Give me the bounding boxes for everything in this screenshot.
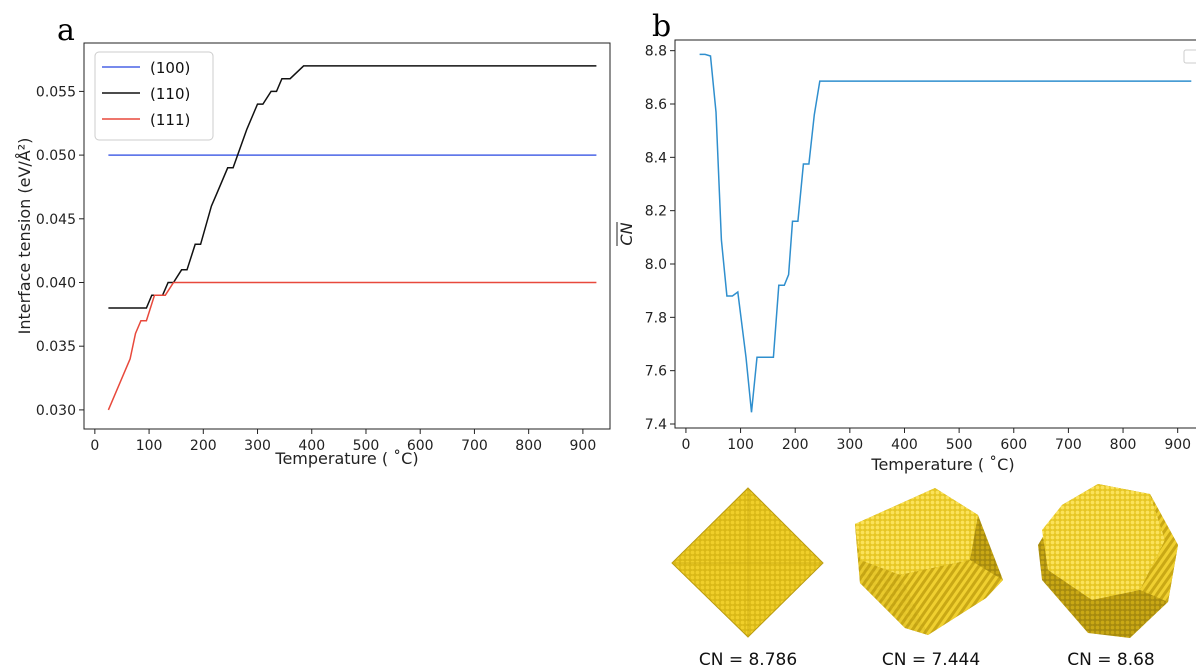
y-tick-label: 0.045	[36, 212, 76, 228]
series-line-a-2	[107, 281, 597, 411]
series-group-b	[699, 53, 1192, 413]
legend-a: (100) (110) (111)	[94, 51, 214, 141]
x-tick-label: 700	[1055, 437, 1082, 453]
x-ticks-b: 0 100 200 300 400 500 600 700 800 900	[681, 428, 1191, 453]
x-ticks-a: 0 100 200 300 400 500 600 700 800 900	[90, 429, 596, 454]
nanoparticle-disordered	[855, 488, 1003, 635]
x-tick-label: 300	[836, 437, 863, 453]
y-axis-label-b-group: CN	[616, 222, 636, 246]
plot-frame-b	[674, 39, 1196, 429]
x-tick-label: 600	[407, 438, 434, 454]
y-tick-label: 0.040	[36, 275, 76, 291]
nanoparticle-images	[671, 484, 1178, 638]
y-axis-label-a: Interface tension (eV/Å²)	[15, 138, 34, 335]
y-tick-label: 0.035	[36, 339, 76, 355]
nanoparticle-truncated-octahedron	[1038, 484, 1178, 638]
y-tick-label: 0.050	[36, 148, 76, 164]
x-tick-label: 300	[244, 438, 271, 454]
y-tick-label: 8.6	[645, 97, 667, 113]
x-tick-label: 900	[570, 438, 597, 454]
series-group-a	[107, 65, 597, 411]
plot-frame-a	[83, 42, 611, 430]
chart-panel-a: 0 100 200 300 400 500 600 700 800 900 0.0300.0350…	[15, 42, 611, 468]
legend-label-110: (110)	[150, 85, 190, 103]
x-tick-label: 800	[1110, 437, 1137, 453]
y-tick-label: 8.2	[645, 204, 667, 220]
legend-label-100: (100)	[150, 59, 190, 77]
x-tick-label: 400	[891, 437, 918, 453]
y-tick-label: 0.055	[36, 84, 76, 100]
x-axis-label-a: Temperature ( ˚C)	[274, 449, 418, 468]
y-ticks-b: 7.4 7.6 7.8 8.0 8.2 8.4 8.6 8.8	[645, 44, 675, 433]
x-axis-label-b: Temperature ( ˚C)	[870, 455, 1014, 474]
y-tick-label: 8.8	[645, 44, 667, 60]
panel-letter-a: a	[57, 13, 75, 48]
x-tick-label: 100	[727, 437, 754, 453]
x-tick-label: 200	[782, 437, 809, 453]
x-tick-label: 0	[681, 437, 690, 453]
legend-label-111: (111)	[150, 111, 190, 129]
y-tick-label: 0.030	[36, 403, 76, 419]
x-tick-label: 200	[190, 438, 217, 454]
y-ticks-a: 0.030 0.035 0.040 0.045 0.050 0.055	[36, 84, 84, 419]
x-tick-label: 500	[353, 438, 380, 454]
nanoparticle-octahedron	[671, 487, 824, 638]
y-tick-label: 8.0	[645, 257, 667, 273]
y-axis-label-b: CN	[617, 222, 636, 245]
y-tick-label: 8.4	[645, 150, 667, 166]
x-tick-label: 600	[1000, 437, 1027, 453]
x-tick-label: 100	[136, 438, 163, 454]
y-tick-label: 7.6	[645, 364, 667, 380]
caption-octahedron: CN = 8.786	[699, 650, 797, 670]
caption-disordered: CN = 7.444	[882, 650, 980, 670]
series-line-a-1	[108, 65, 597, 309]
x-tick-label: 500	[946, 437, 973, 453]
legend-box-b	[1183, 49, 1196, 64]
panel-letter-b: b	[652, 9, 671, 44]
chart-panel-b: 0 100 200 300 400 500 600 700 800 900 7.4 7.6 7.8 8.…	[616, 39, 1196, 474]
x-tick-label: 0	[90, 438, 99, 454]
y-tick-label: 7.8	[645, 310, 667, 326]
caption-truncated: CN = 8.68	[1067, 650, 1155, 670]
legend-box-a	[94, 51, 214, 141]
x-tick-label: 700	[461, 438, 488, 454]
x-tick-label: 800	[515, 438, 542, 454]
y-tick-label: 7.4	[645, 417, 667, 433]
x-tick-label: 900	[1164, 437, 1191, 453]
series-line-b-0	[699, 53, 1192, 413]
x-tick-label: 400	[298, 438, 325, 454]
